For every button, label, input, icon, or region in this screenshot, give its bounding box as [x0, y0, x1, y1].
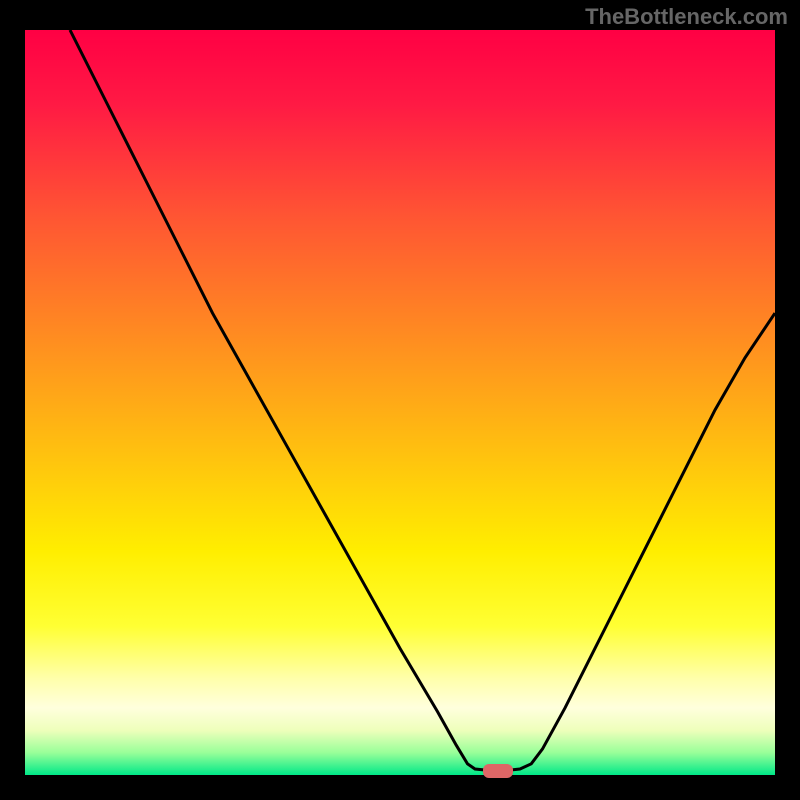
gradient-background: [25, 30, 775, 775]
plot-area: [25, 30, 775, 775]
optimal-marker: [483, 764, 513, 778]
chart-svg: [25, 30, 775, 775]
watermark-text: TheBottleneck.com: [585, 4, 788, 30]
